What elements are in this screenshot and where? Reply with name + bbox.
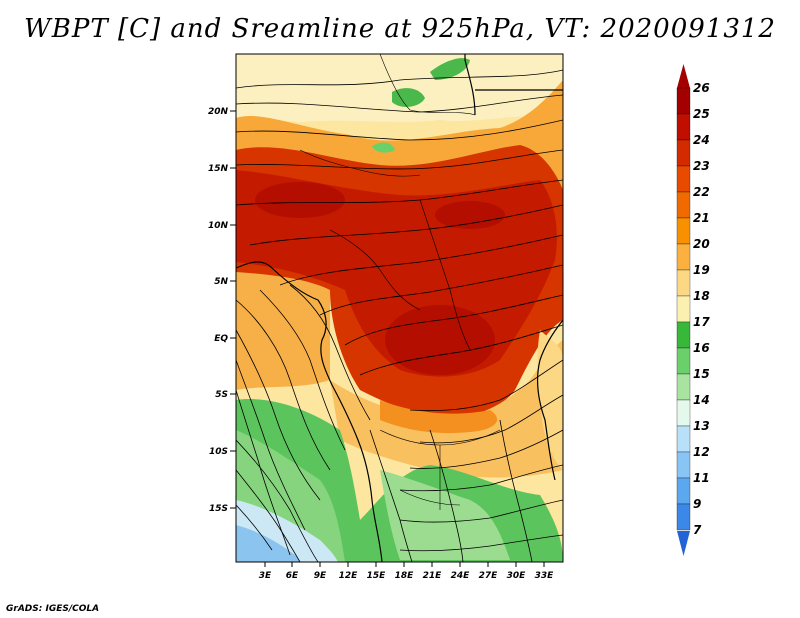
lat-label: 5N [214,277,228,287]
lat-label: 10N [208,221,229,231]
colorbar-label: 19 [693,263,710,277]
colorbar-label: 18 [693,289,710,303]
colorbar-label: 21 [693,211,710,225]
lon-label: 27E [479,571,499,581]
colorbar-labels: 26 25 24 23 22 21 20 19 18 17 16 15 14 1… [693,81,710,537]
colorbar-label: 12 [693,445,710,459]
colorbar-swatch [676,113,691,141]
coastlines [236,54,563,562]
lon-label: 21E [423,571,443,581]
colorbar-label: 16 [693,341,710,355]
colorbar-label: 26 [693,81,710,95]
colorbar-swatch [676,295,691,323]
wbpt-field [236,54,563,562]
lat-labels: 20N 15N 10N 5N EQ 5S 10S 15S [208,107,229,514]
colorbar-swatch [676,87,691,115]
map-title: WBPT [C] and Sreamline at 925hPa, VT: 20… [24,14,776,44]
lon-label: 33E [535,571,555,581]
colorbar-label: 23 [693,159,710,173]
colorbar-swatch [676,399,691,427]
colorbar-label: 17 [693,315,710,329]
lon-label: 12E [339,571,359,581]
colorbar-swatch [676,477,691,505]
lon-ticks [264,562,545,567]
colorbar-label: 11 [693,471,710,485]
lat-label: 15S [209,504,228,514]
lon-label: 24E [451,571,471,581]
colorbar-label: 7 [693,523,702,537]
lat-label: EQ [214,334,228,344]
colorbar-label: 13 [693,419,710,433]
colorbar-label: 24 [693,133,710,147]
plot-frame [235,53,564,563]
lon-label: 9E [314,571,327,581]
colorbar-swatch [676,243,691,271]
colorbar-label: 9 [693,497,701,511]
country-borders [299,54,501,510]
lat-label: 5S [215,390,228,400]
colorbar-label: 22 [693,185,710,199]
colorbar-swatch [676,165,691,193]
colorbar-top-arrow [677,64,690,88]
lat-label: 15N [208,164,229,174]
colorbar-swatch [676,425,691,453]
colorbar-swatch [676,191,691,219]
colorbar-swatch [676,139,691,167]
colorbar-swatch [676,321,691,349]
colorbar-label: 15 [693,367,710,381]
lat-label: 20N [208,107,229,117]
lon-label: 30E [507,571,527,581]
colorbar-swatch [676,503,691,531]
lon-label: 15E [367,571,387,581]
grads-credit: GrADS: IGES/COLA [6,604,100,614]
lat-label: 10S [209,447,228,457]
lon-label: 6E [286,571,299,581]
colorbar-label: 14 [693,393,710,407]
colorbar-swatch [676,373,691,401]
streamlines [236,69,563,562]
colorbar-label: 20 [693,237,710,251]
colorbar-swatch [676,217,691,245]
colorbar: 26 25 24 23 22 21 20 19 18 17 16 15 14 1… [676,64,710,556]
colorbar-label: 25 [693,107,710,121]
colorbar-swatch [676,347,691,375]
lat-ticks [230,110,236,509]
lon-labels: 3E 6E 9E 12E 15E 18E 21E 24E 27E 30E 33E [259,571,554,581]
colorbar-swatch [676,451,691,479]
lon-label: 3E [259,571,272,581]
lon-label: 18E [395,571,415,581]
colorbar-bottom-arrow [677,531,690,556]
colorbar-swatch [676,269,691,297]
